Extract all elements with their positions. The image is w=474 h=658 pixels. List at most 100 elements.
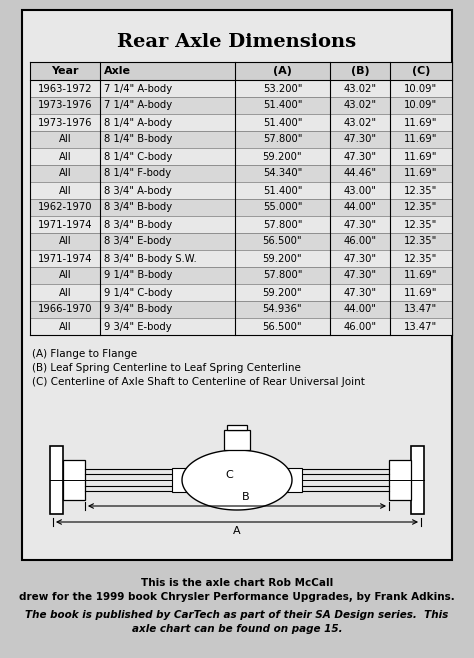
Text: 8 1/4" C-body: 8 1/4" C-body xyxy=(104,151,172,161)
Text: (C): (C) xyxy=(412,66,430,76)
Bar xyxy=(30,216,452,233)
Bar xyxy=(30,80,452,97)
Text: 54.936": 54.936" xyxy=(263,305,302,315)
Text: 13.47": 13.47" xyxy=(404,305,438,315)
Text: 12.35": 12.35" xyxy=(404,186,438,195)
Text: (A) Flange to Flange: (A) Flange to Flange xyxy=(32,349,137,359)
Text: 56.500": 56.500" xyxy=(263,236,302,247)
Text: 8 3/4" B-body S.W.: 8 3/4" B-body S.W. xyxy=(104,253,197,263)
Text: 10.09": 10.09" xyxy=(404,101,438,111)
Text: 43.02": 43.02" xyxy=(344,101,376,111)
Text: 10.09": 10.09" xyxy=(404,84,438,93)
Text: 59.200": 59.200" xyxy=(263,253,302,263)
Bar xyxy=(30,267,452,284)
Text: 8 3/4" B-body: 8 3/4" B-body xyxy=(104,220,172,230)
Text: 1973-1976: 1973-1976 xyxy=(38,118,92,128)
Text: 7 1/4" A-body: 7 1/4" A-body xyxy=(104,101,172,111)
Text: 11.69": 11.69" xyxy=(404,151,438,161)
Text: All: All xyxy=(59,134,71,145)
Text: 47.30": 47.30" xyxy=(344,134,376,145)
Text: Rear Axle Dimensions: Rear Axle Dimensions xyxy=(118,33,356,51)
Text: 8 3/4" B-body: 8 3/4" B-body xyxy=(104,203,172,213)
Text: 44.00": 44.00" xyxy=(344,203,376,213)
Text: 55.000": 55.000" xyxy=(263,203,302,213)
Text: (B) Leaf Spring Centerline to Leaf Spring Centerline: (B) Leaf Spring Centerline to Leaf Sprin… xyxy=(32,363,301,373)
Bar xyxy=(30,250,452,267)
Bar xyxy=(172,468,192,492)
Bar xyxy=(411,446,424,514)
Text: 53.200": 53.200" xyxy=(263,84,302,93)
Text: (C) Centerline of Axle Shaft to Centerline of Rear Universal Joint: (C) Centerline of Axle Shaft to Centerli… xyxy=(32,377,365,387)
Text: 43.00": 43.00" xyxy=(344,186,376,195)
Text: 44.00": 44.00" xyxy=(344,305,376,315)
Bar xyxy=(30,233,452,250)
Text: The book is published by CarTech as part of their SA Design series.  This
axle c: The book is published by CarTech as part… xyxy=(26,610,448,634)
Bar xyxy=(30,301,452,318)
Bar xyxy=(282,468,302,492)
Bar xyxy=(30,318,452,335)
Text: B: B xyxy=(242,492,250,502)
Bar xyxy=(22,10,452,560)
Text: 11.69": 11.69" xyxy=(404,134,438,145)
Text: All: All xyxy=(59,288,71,297)
Text: 1966-1970: 1966-1970 xyxy=(38,305,92,315)
Text: Year: Year xyxy=(51,66,79,76)
Text: 51.400": 51.400" xyxy=(263,186,302,195)
Text: All: All xyxy=(59,322,71,332)
Text: 8 1/4" A-body: 8 1/4" A-body xyxy=(104,118,172,128)
Text: 59.200": 59.200" xyxy=(263,151,302,161)
Text: 9 1/4" B-body: 9 1/4" B-body xyxy=(104,270,173,280)
Text: 12.35": 12.35" xyxy=(404,203,438,213)
Bar xyxy=(63,460,85,500)
Text: 1963-1972: 1963-1972 xyxy=(38,84,92,93)
Text: 1962-1970: 1962-1970 xyxy=(38,203,92,213)
Bar xyxy=(224,430,250,450)
Text: 57.800": 57.800" xyxy=(263,134,302,145)
Text: 43.02": 43.02" xyxy=(344,118,376,128)
Text: 54.340": 54.340" xyxy=(263,168,302,178)
Bar xyxy=(30,97,452,114)
Text: 59.200": 59.200" xyxy=(263,288,302,297)
Text: 12.35": 12.35" xyxy=(404,220,438,230)
Text: 43.02": 43.02" xyxy=(344,84,376,93)
Text: 9 3/4" B-body: 9 3/4" B-body xyxy=(104,305,172,315)
Text: 57.800": 57.800" xyxy=(263,270,302,280)
Bar xyxy=(50,446,63,514)
Text: 9 3/4" E-body: 9 3/4" E-body xyxy=(104,322,172,332)
Bar xyxy=(389,460,411,500)
Bar xyxy=(30,148,452,165)
Text: 47.30": 47.30" xyxy=(344,220,376,230)
Text: This is the axle chart Rob McCall
drew for the 1999 book Chrysler Performance Up: This is the axle chart Rob McCall drew f… xyxy=(19,578,455,602)
Text: 1971-1974: 1971-1974 xyxy=(38,253,92,263)
Text: All: All xyxy=(59,151,71,161)
Text: 11.69": 11.69" xyxy=(404,270,438,280)
Text: 47.30": 47.30" xyxy=(344,253,376,263)
Text: 7 1/4" A-body: 7 1/4" A-body xyxy=(104,84,172,93)
Text: 46.00": 46.00" xyxy=(344,322,376,332)
Text: 13.47": 13.47" xyxy=(404,322,438,332)
Text: 9 1/4" C-body: 9 1/4" C-body xyxy=(104,288,173,297)
Bar xyxy=(30,165,452,182)
Text: 8 3/4" E-body: 8 3/4" E-body xyxy=(104,236,172,247)
Text: 46.00": 46.00" xyxy=(344,236,376,247)
Bar xyxy=(30,131,452,148)
Text: All: All xyxy=(59,186,71,195)
Text: 1973-1976: 1973-1976 xyxy=(38,101,92,111)
Text: Axle: Axle xyxy=(104,66,131,76)
Bar xyxy=(30,62,452,80)
Bar xyxy=(30,182,452,199)
Text: 11.69": 11.69" xyxy=(404,288,438,297)
Text: A: A xyxy=(233,526,241,536)
Text: 57.800": 57.800" xyxy=(263,220,302,230)
Polygon shape xyxy=(182,450,292,510)
Text: 11.69": 11.69" xyxy=(404,168,438,178)
Text: 12.35": 12.35" xyxy=(404,236,438,247)
Text: 51.400": 51.400" xyxy=(263,118,302,128)
Text: All: All xyxy=(59,168,71,178)
Bar xyxy=(30,284,452,301)
Bar xyxy=(30,114,452,131)
Text: C: C xyxy=(225,470,233,480)
Text: 47.30": 47.30" xyxy=(344,151,376,161)
Text: 51.400": 51.400" xyxy=(263,101,302,111)
Text: 56.500": 56.500" xyxy=(263,322,302,332)
